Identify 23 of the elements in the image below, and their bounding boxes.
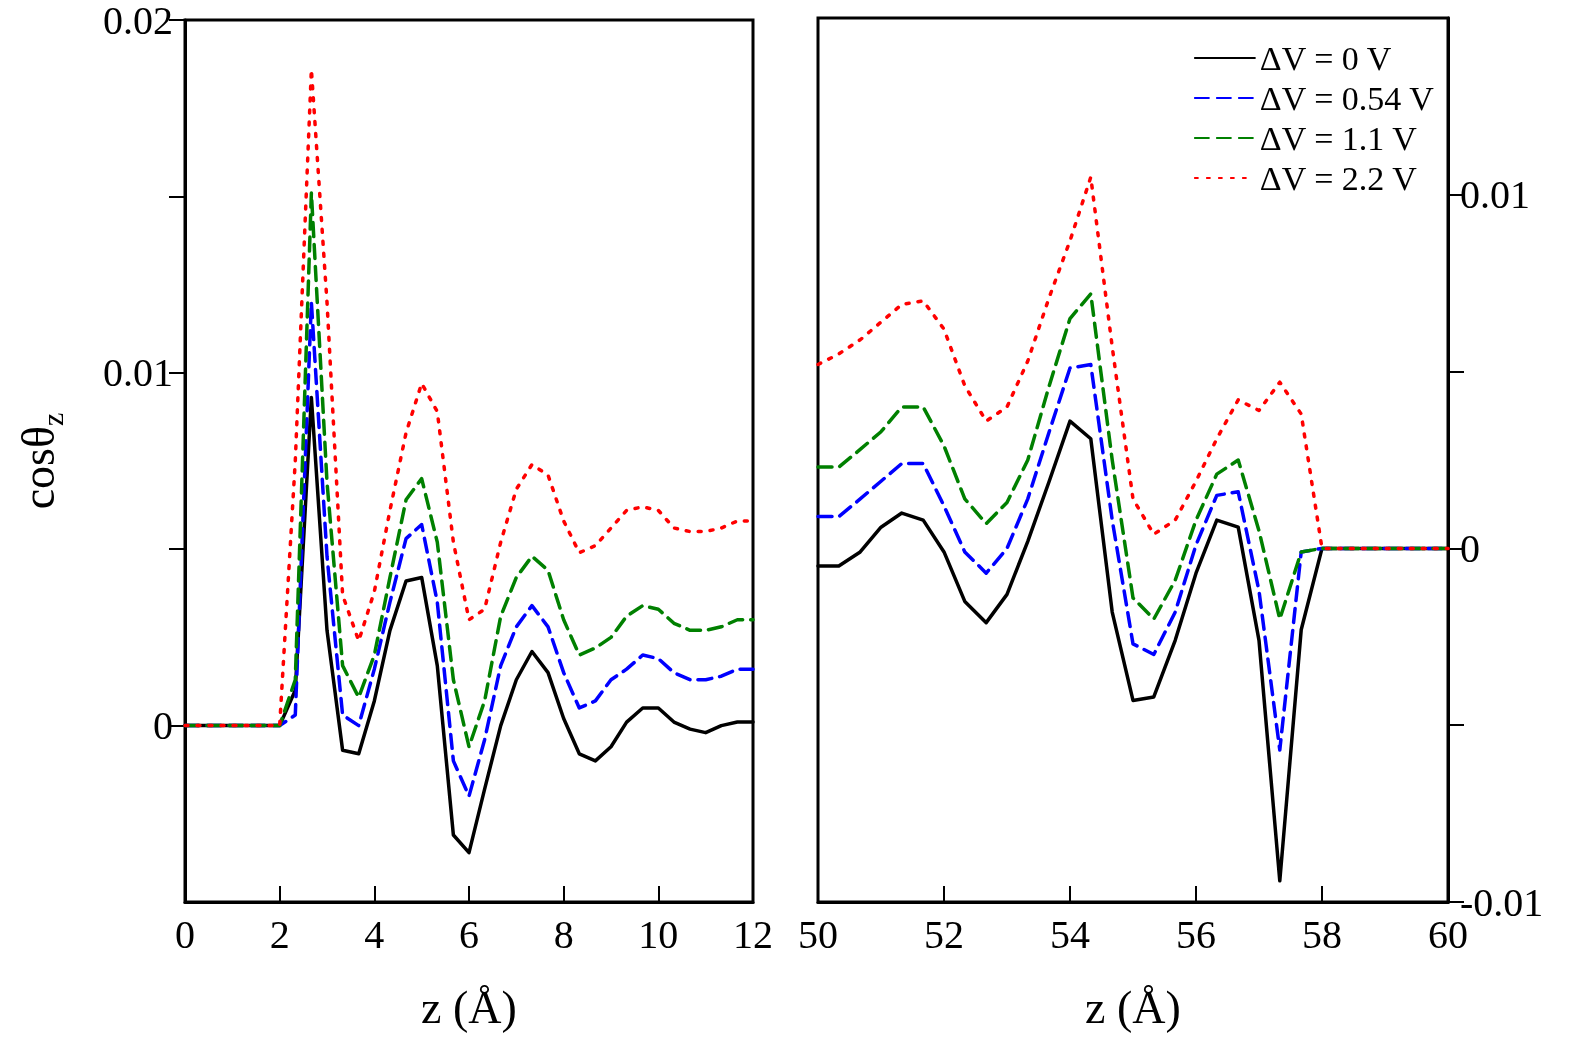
x-axis-title: z (Å) bbox=[421, 981, 517, 1033]
y-axis-title: cosθz bbox=[12, 412, 69, 510]
x-tick-label: 8 bbox=[553, 911, 574, 957]
y-tick-label: 0.01 bbox=[1460, 172, 1530, 218]
x-tick-label: 10 bbox=[638, 911, 679, 957]
x-tick-label: 12 bbox=[733, 911, 773, 957]
x-tick-label: 58 bbox=[1302, 911, 1342, 957]
x-tick-label: 54 bbox=[1050, 911, 1090, 957]
y-tick-label: 0.01 bbox=[103, 350, 173, 396]
y-tick-label: 0 bbox=[1460, 525, 1480, 571]
x-tick-label: 56 bbox=[1176, 911, 1216, 957]
x-tick-label: 50 bbox=[798, 911, 838, 957]
legend-label: ΔV = 1.1 V bbox=[1259, 119, 1418, 157]
x-axis-title: z (Å) bbox=[1085, 981, 1181, 1033]
y-tick-label: 0.02 bbox=[103, 0, 173, 43]
x-tick-label: 6 bbox=[459, 911, 479, 957]
legend-label: ΔV = 0 V bbox=[1259, 39, 1392, 77]
x-tick-label: 52 bbox=[924, 911, 964, 957]
x-tick-label: 2 bbox=[269, 911, 290, 957]
x-tick-label: 4 bbox=[364, 911, 385, 957]
legend-label: ΔV = 2.2 V bbox=[1259, 159, 1418, 197]
legend-label: ΔV = 0.54 V bbox=[1259, 79, 1435, 117]
y-tick-label: 0 bbox=[153, 703, 173, 749]
